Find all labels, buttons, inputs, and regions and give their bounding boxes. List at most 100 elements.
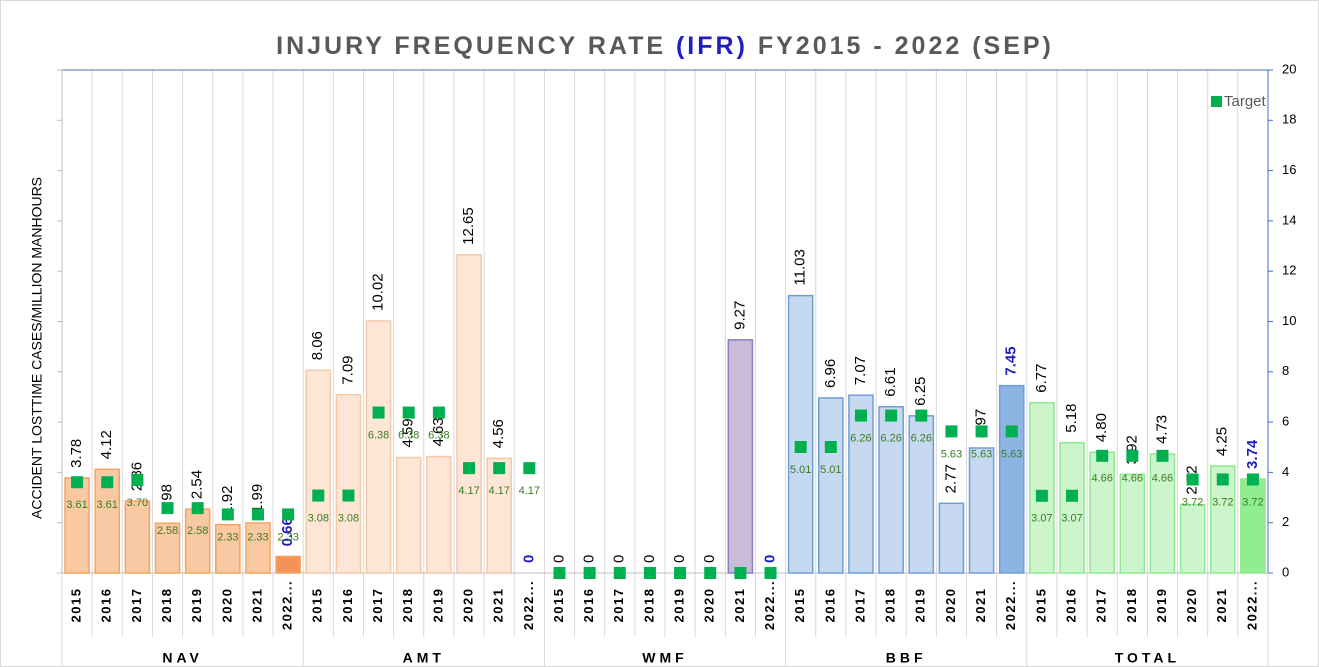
target-label: 6.38 <box>368 429 389 441</box>
target-marker <box>1156 449 1169 462</box>
target-label: 5.63 <box>941 448 962 460</box>
x-tick-label: 2015 <box>1033 588 1048 623</box>
chart-title: INJURY FREQUENCY RATE (IFR) FY2015 - 202… <box>276 32 1054 60</box>
x-tick-label: 2019 <box>913 588 928 623</box>
data-label: 4.80 <box>1093 413 1110 442</box>
data-label: 6.77 <box>1033 364 1050 393</box>
target-marker <box>523 462 536 475</box>
bar <box>1149 453 1176 574</box>
target-label: 6.26 <box>850 432 871 444</box>
bar <box>154 522 181 574</box>
bar <box>878 406 904 574</box>
x-tick-label: 2019 <box>430 588 445 623</box>
data-label: 4.25 <box>1214 427 1231 456</box>
target-label: 3.61 <box>97 499 118 511</box>
target-label: 4.17 <box>488 485 509 497</box>
x-tick-label: 2018 <box>883 588 898 623</box>
bar <box>1179 503 1206 574</box>
data-label: 11.03 <box>792 249 809 285</box>
y-tick-label: 12 <box>1282 263 1296 278</box>
data-label: 4.73 <box>1153 415 1170 444</box>
bar <box>1059 441 1085 574</box>
group-label: AMT <box>403 650 445 666</box>
target-marker <box>704 567 717 579</box>
target-marker <box>794 440 807 453</box>
bar <box>818 397 844 574</box>
target-marker <box>824 440 837 453</box>
x-tick-label: 2017 <box>129 588 144 623</box>
data-label: 0 <box>671 555 688 563</box>
bar <box>245 522 271 574</box>
x-tick-label: 2021 <box>249 588 264 623</box>
x-tick-label: 2019 <box>189 588 204 623</box>
target-marker <box>432 406 445 419</box>
x-tick-label: 2020 <box>702 588 717 623</box>
target-marker <box>1246 473 1259 486</box>
data-label: 5.18 <box>1063 404 1080 433</box>
target-marker <box>613 567 626 579</box>
x-tick-label: 2016 <box>99 588 114 623</box>
target-label: 5.63 <box>1001 448 1022 460</box>
target-marker <box>1096 449 1109 462</box>
target-label: 3.61 <box>66 499 87 511</box>
y-tick-label: 2 <box>1282 514 1289 529</box>
x-tick-label: 2022... <box>762 580 777 630</box>
bar <box>365 320 392 574</box>
data-label: 8.06 <box>309 331 326 360</box>
target-marker <box>71 476 84 489</box>
bar <box>998 384 1025 574</box>
x-tick-label: 2015 <box>551 588 566 623</box>
data-label: 4.12 <box>98 430 115 459</box>
target-marker <box>372 406 385 419</box>
x-tick-label: 2018 <box>1124 588 1139 623</box>
target-marker <box>101 476 114 489</box>
bar <box>1240 478 1266 574</box>
data-label: 2.54 <box>189 470 206 499</box>
bar <box>275 555 301 574</box>
bar <box>305 369 332 574</box>
bar <box>1119 473 1146 574</box>
data-label: 0 <box>701 555 718 563</box>
data-label: 0.66 <box>279 517 296 546</box>
target-label: 6.38 <box>398 429 419 441</box>
target-marker <box>312 489 325 502</box>
target-marker <box>1035 489 1048 502</box>
target-label: 2.58 <box>157 525 178 537</box>
target-marker <box>764 567 777 579</box>
target-marker <box>674 567 687 579</box>
target-label: 6.38 <box>428 429 449 441</box>
x-tick-label: 2020 <box>1184 588 1199 623</box>
x-tick-label: 2017 <box>852 588 867 623</box>
data-label: 10.02 <box>370 273 387 311</box>
y-tick-label: 8 <box>1282 363 1289 378</box>
target-marker <box>131 473 144 486</box>
target-label: 4.17 <box>458 485 479 497</box>
target-label: 5.01 <box>790 464 811 476</box>
target-label: 3.72 <box>1182 496 1203 508</box>
x-tick-label: 2020 <box>460 588 475 623</box>
target-marker <box>493 462 506 475</box>
bar <box>335 393 362 574</box>
target-label: 6.26 <box>880 432 901 444</box>
y-tick-label: 16 <box>1282 162 1296 177</box>
x-tick-label: 2016 <box>340 588 355 623</box>
x-tick-label: 2016 <box>1063 588 1078 623</box>
target-marker <box>342 489 355 502</box>
target-label: 2.33 <box>247 531 268 543</box>
bar <box>184 508 211 574</box>
bar <box>124 500 151 574</box>
y-tick-label: 20 <box>1282 61 1296 76</box>
data-label: 0 <box>611 555 628 563</box>
bar <box>486 457 512 574</box>
data-label: 7.45 <box>1003 346 1020 375</box>
x-tick-label: 2018 <box>400 588 415 623</box>
bar <box>727 339 754 574</box>
y-tick-label: 10 <box>1282 313 1296 328</box>
data-label: 0 <box>581 555 598 563</box>
x-tick-label: 2016 <box>822 588 837 623</box>
group-label: BBF <box>886 650 927 666</box>
group-label: TOTAL <box>1115 650 1180 666</box>
y-tick-label: 14 <box>1282 212 1296 227</box>
target-marker <box>854 409 867 422</box>
